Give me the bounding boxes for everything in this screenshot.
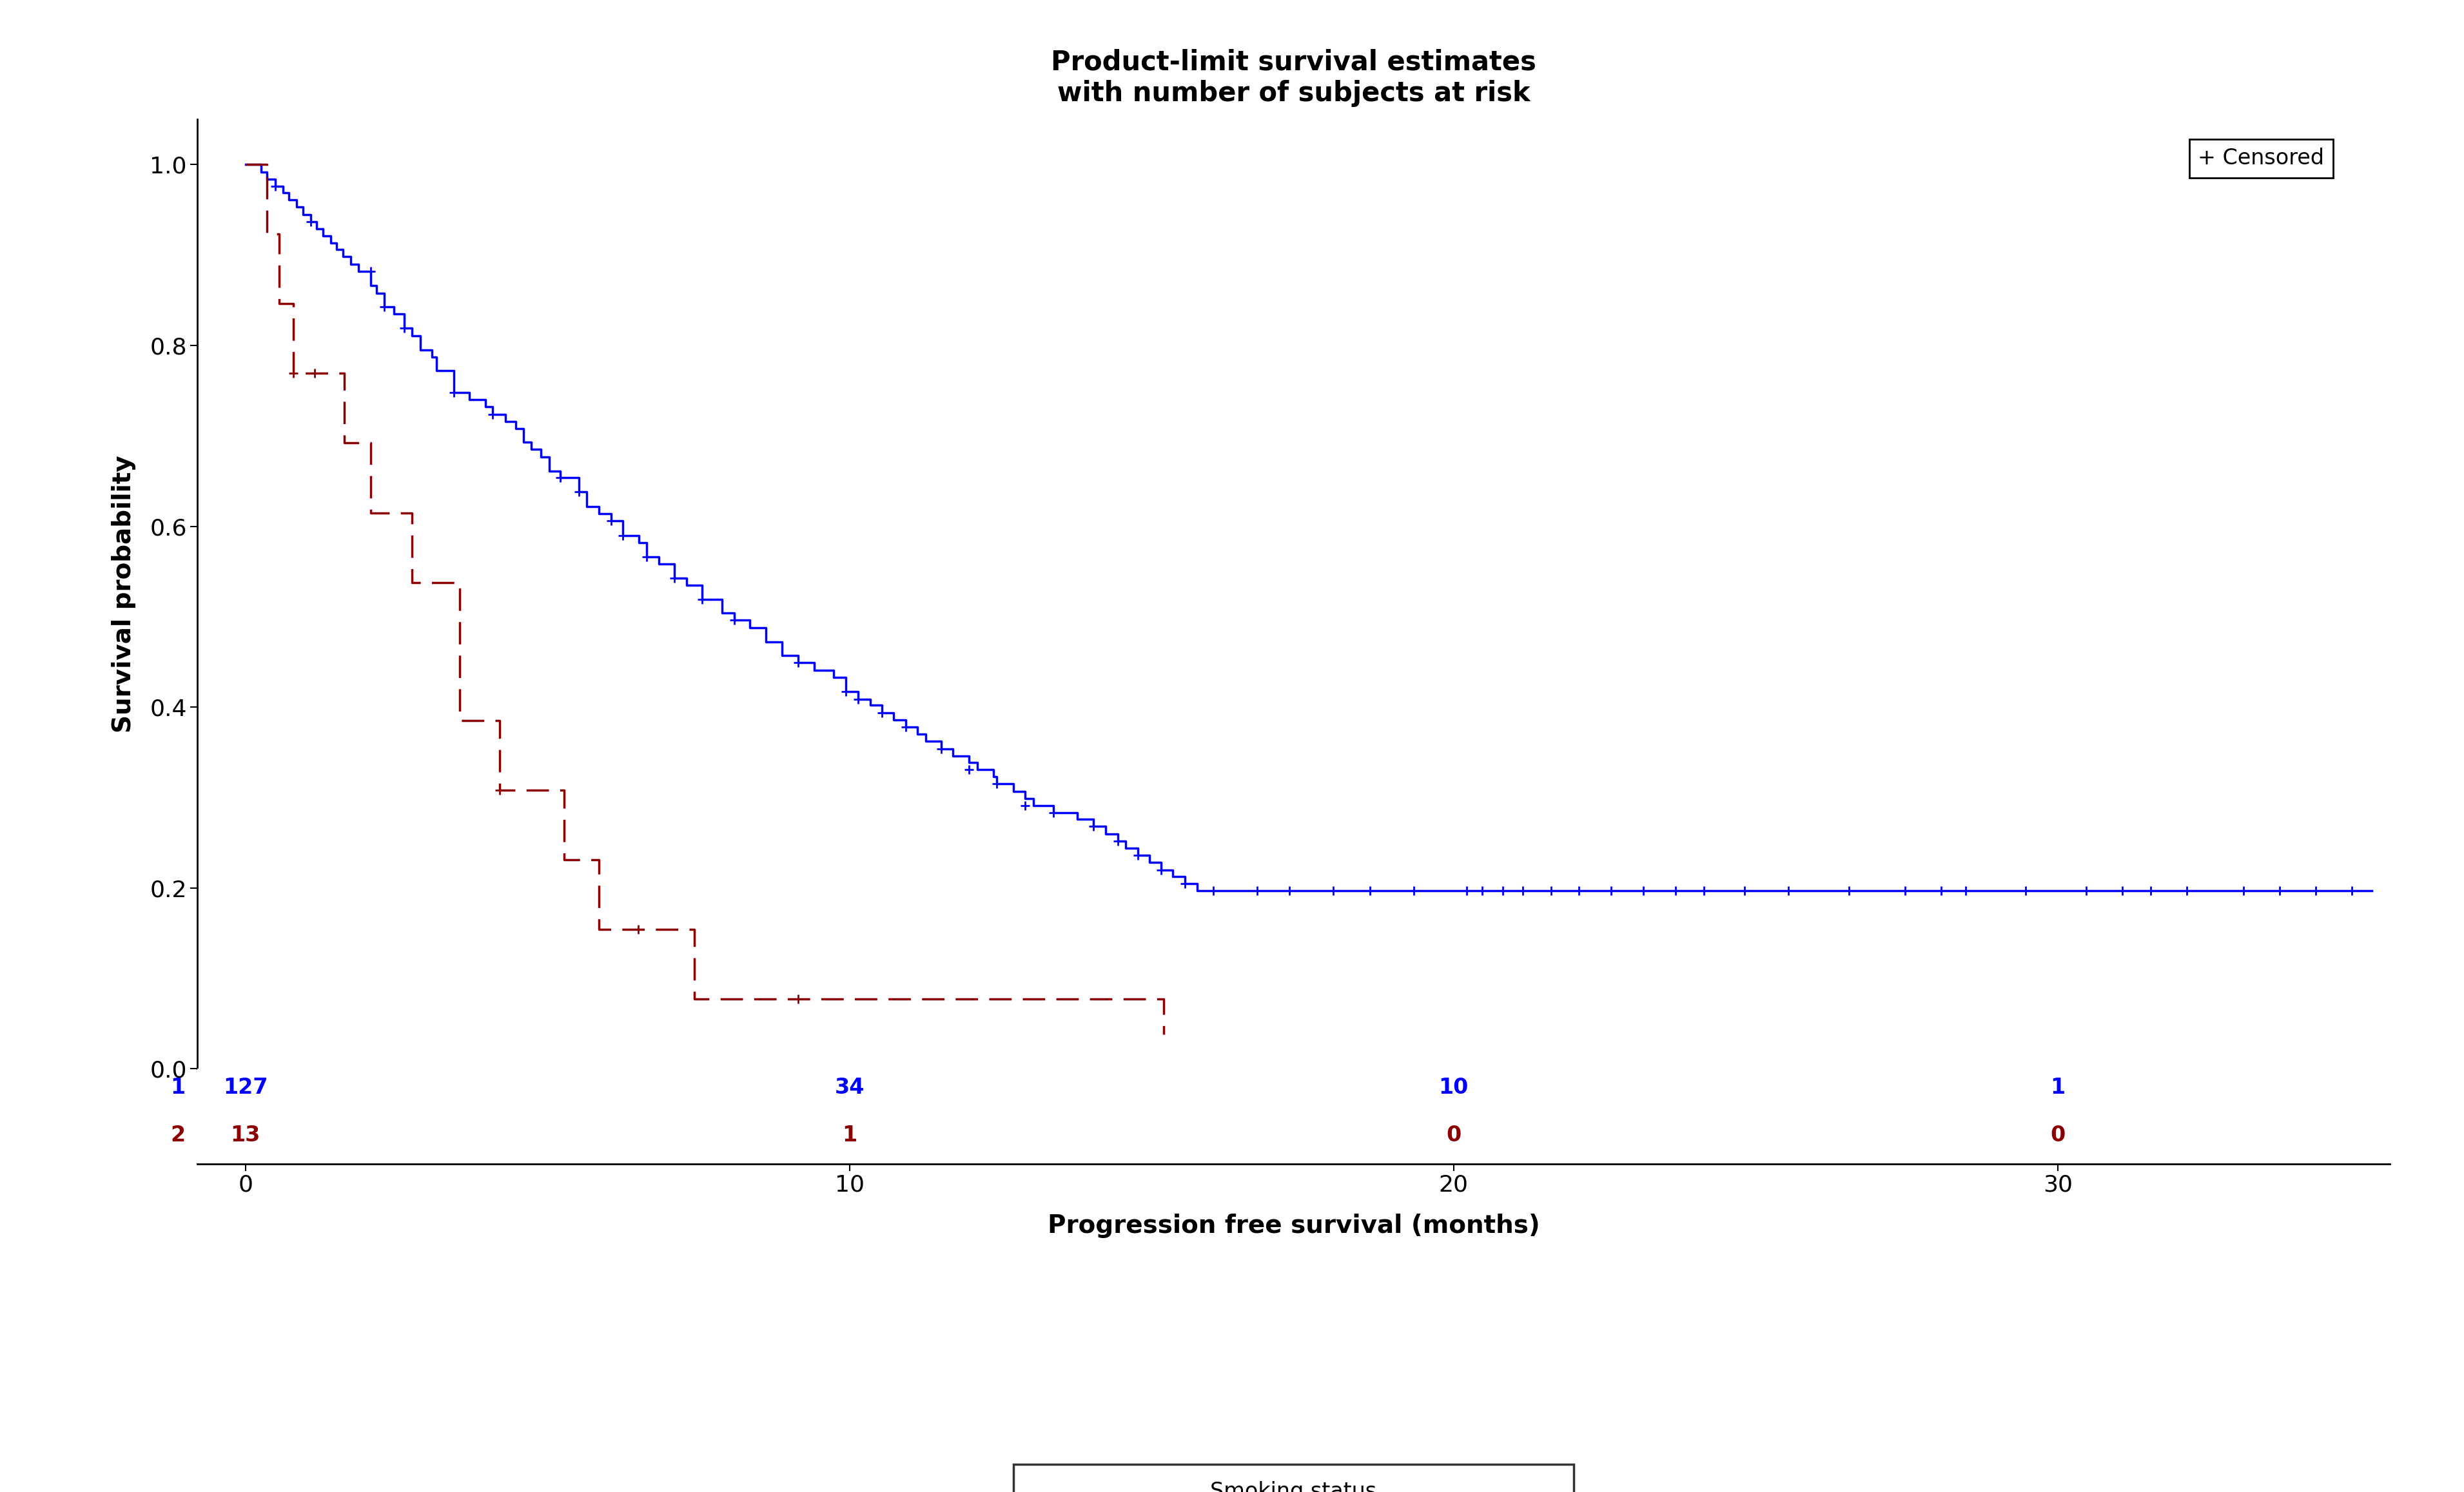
Text: 1: 1 xyxy=(2050,1077,2065,1098)
Text: 10: 10 xyxy=(1439,1077,1469,1098)
Text: 2: 2 xyxy=(170,1125,185,1146)
X-axis label: Progression free survival (months): Progression free survival (months) xyxy=(1047,1214,1540,1238)
Legend: 1: Current or prior, 2: Never: 1: Current or prior, 2: Never xyxy=(1013,1464,1574,1492)
Y-axis label: Survival probability: Survival probability xyxy=(111,455,136,733)
Text: 13: 13 xyxy=(232,1125,261,1146)
Title: Product-limit survival estimates
with number of subjects at risk: Product-limit survival estimates with nu… xyxy=(1052,49,1535,107)
Text: 0: 0 xyxy=(1446,1125,1461,1146)
Text: 1: 1 xyxy=(170,1077,185,1098)
Text: 1: 1 xyxy=(843,1125,857,1146)
Text: 34: 34 xyxy=(835,1077,865,1098)
Text: + Censored: + Censored xyxy=(2198,148,2324,169)
Text: 0: 0 xyxy=(2050,1125,2065,1146)
Text: 127: 127 xyxy=(224,1077,269,1098)
